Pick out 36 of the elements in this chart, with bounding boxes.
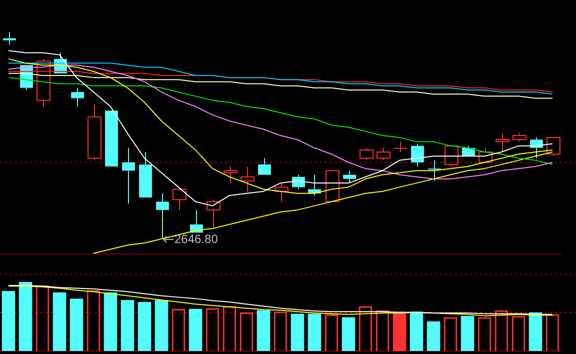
candlestick xyxy=(240,166,254,192)
candlestick xyxy=(258,158,271,175)
candlestick xyxy=(3,32,16,45)
candlestick xyxy=(274,182,288,202)
bar xyxy=(18,282,32,351)
bar xyxy=(342,317,356,351)
candlestick xyxy=(122,147,135,204)
candlestick xyxy=(496,132,510,153)
candlestick xyxy=(343,170,356,184)
candlestick xyxy=(428,160,441,182)
candlestick xyxy=(156,192,169,240)
candlestick xyxy=(71,87,84,108)
candlestick xyxy=(139,152,152,198)
bar xyxy=(52,292,66,351)
bar xyxy=(426,321,440,351)
bar xyxy=(70,298,84,351)
bar xyxy=(392,312,406,351)
bar xyxy=(2,290,16,351)
candlestick xyxy=(411,143,424,168)
bar xyxy=(138,302,152,351)
candlestick xyxy=(88,104,102,161)
bar xyxy=(120,300,134,351)
bar xyxy=(308,314,322,351)
candlestick xyxy=(206,199,220,230)
bar xyxy=(188,308,202,351)
bar xyxy=(528,312,542,351)
candlestick xyxy=(172,186,186,210)
bar xyxy=(104,292,118,351)
bar xyxy=(410,312,424,351)
bar xyxy=(460,316,474,351)
bar xyxy=(154,300,168,351)
bar xyxy=(256,310,270,351)
candlestick xyxy=(224,166,238,184)
annotation: 2646.80 xyxy=(174,232,218,246)
bar xyxy=(290,314,304,351)
candlestick xyxy=(394,141,407,153)
